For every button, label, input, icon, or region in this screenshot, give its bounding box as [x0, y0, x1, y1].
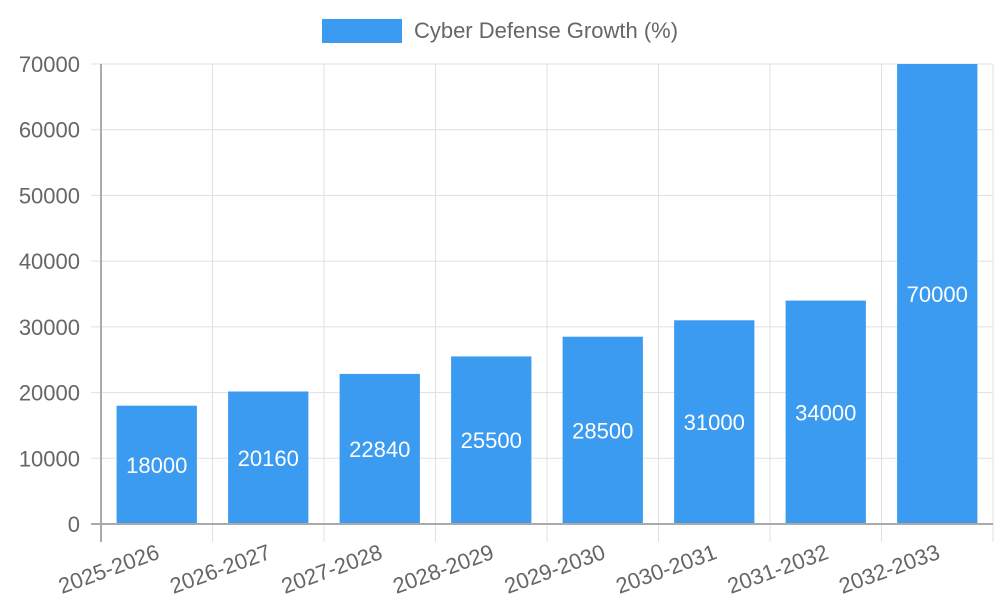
y-tick-label: 50000 — [19, 183, 80, 208]
x-tick-label: 2031-2032 — [724, 539, 831, 598]
bar-value-label: 28500 — [572, 418, 633, 443]
chart-legend: Cyber Defense Growth (%) — [0, 18, 1000, 44]
grid-lines — [91, 63, 994, 542]
bar-value-label: 34000 — [795, 400, 856, 425]
x-tick-label: 2026-2027 — [167, 539, 274, 598]
y-tick-label: 20000 — [19, 381, 80, 406]
bar[interactable] — [116, 405, 197, 524]
axes — [91, 64, 993, 542]
x-tick-label: 2029-2030 — [501, 539, 608, 598]
bar-value-label: 25500 — [461, 428, 522, 453]
x-tick-label: 2032-2033 — [836, 539, 943, 598]
bar-value-label: 22840 — [349, 437, 410, 462]
bar-value-label: 70000 — [907, 282, 968, 307]
y-tick-label: 60000 — [19, 118, 80, 143]
bar[interactable] — [228, 391, 309, 524]
bar-value-label: 31000 — [684, 410, 745, 435]
x-tick-label: 2025-2026 — [55, 539, 162, 598]
bar[interactable] — [451, 356, 532, 524]
bar[interactable] — [339, 373, 420, 524]
bar[interactable] — [897, 64, 978, 524]
x-tick-label: 2030-2031 — [613, 539, 720, 598]
legend-swatch[interactable] — [321, 19, 402, 43]
x-tick-label: 2028-2029 — [390, 539, 497, 598]
bar-value-label: 20160 — [238, 446, 299, 471]
bar-value-label: 18000 — [126, 453, 187, 478]
x-tick-label: 2027-2028 — [278, 539, 385, 598]
bar[interactable] — [785, 300, 866, 524]
legend-label: Cyber Defense Growth (%) — [413, 18, 679, 43]
bars — [116, 64, 978, 524]
y-tick-label: 70000 — [19, 52, 80, 77]
y-tick-label: 0 — [68, 512, 80, 537]
bar[interactable] — [562, 336, 643, 524]
bar[interactable] — [674, 320, 755, 524]
y-tick-label: 30000 — [19, 315, 80, 340]
y-tick-label: 10000 — [19, 446, 80, 471]
y-tick-label: 40000 — [19, 249, 80, 274]
